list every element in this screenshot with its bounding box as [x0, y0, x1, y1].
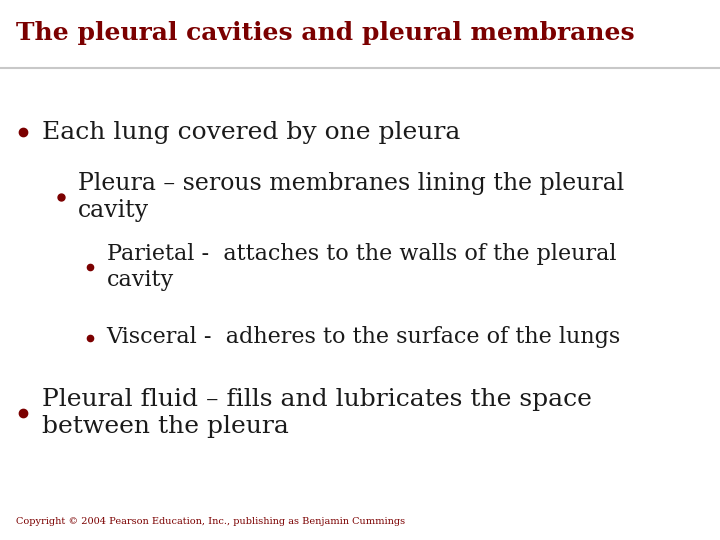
Text: The pleural cavities and pleural membranes: The pleural cavities and pleural membran…	[16, 22, 634, 45]
Text: Parietal -  attaches to the walls of the pleural
cavity: Parietal - attaches to the walls of the …	[107, 243, 616, 292]
Text: Pleura – serous membranes lining the pleural
cavity: Pleura – serous membranes lining the ple…	[78, 172, 624, 222]
Text: Pleural fluid – fills and lubricates the space
between the pleura: Pleural fluid – fills and lubricates the…	[42, 388, 592, 438]
Text: Visceral -  adheres to the surface of the lungs: Visceral - adheres to the surface of the…	[107, 327, 621, 348]
Text: Copyright © 2004 Pearson Education, Inc., publishing as Benjamin Cummings: Copyright © 2004 Pearson Education, Inc.…	[16, 517, 405, 526]
Text: Each lung covered by one pleura: Each lung covered by one pleura	[42, 121, 460, 144]
